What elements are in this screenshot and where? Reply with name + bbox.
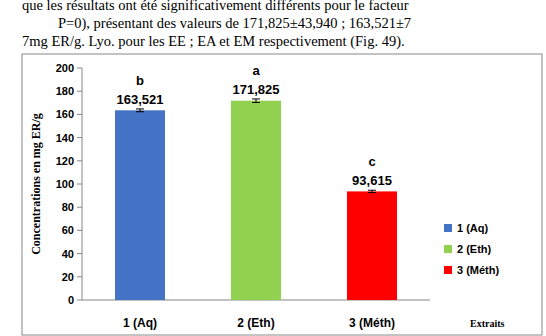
y-tick-label: 80 (62, 201, 74, 213)
x-tick-label: 3 (Méth) (349, 316, 395, 330)
y-tick (77, 68, 82, 69)
y-tick (77, 207, 82, 208)
error-bar (368, 190, 376, 192)
body-text: 7mg ER/g. Lyo. pour les EE ; EA et EM re… (22, 33, 405, 50)
bar (231, 101, 281, 300)
x-tick-label: 1 (Aq) (123, 316, 157, 330)
y-tick (77, 253, 82, 254)
y-tick (77, 300, 82, 301)
y-tick-label: 100 (56, 178, 74, 190)
body-text: P=0), présentant des valeurs de 171,825±… (58, 15, 411, 32)
legend-label: 3 (Méth) (457, 264, 500, 276)
legend-label: 1 (Aq) (457, 222, 489, 234)
data-label: 171,825 (233, 82, 280, 97)
significance-letter: b (136, 73, 144, 88)
y-tick-label: 0 (68, 294, 74, 306)
y-tick (77, 230, 82, 231)
legend-swatch (444, 245, 452, 253)
x-tick-label: 2 (Eth) (237, 316, 274, 330)
y-tick-label: 180 (56, 85, 74, 97)
y-tick-label: 120 (56, 155, 74, 167)
legend-swatch (444, 224, 452, 232)
y-tick (77, 137, 82, 138)
legend-label: 2 (Eth) (457, 243, 492, 255)
y-tick-label: 200 (56, 62, 74, 74)
y-tick-label: 140 (56, 132, 74, 144)
y-tick (77, 160, 82, 161)
error-bar (136, 109, 144, 112)
y-tick-label: 20 (62, 271, 74, 283)
y-tick (77, 91, 82, 92)
x-axis-title: Extraits (470, 318, 505, 329)
significance-letter: a (252, 63, 260, 78)
y-tick (77, 184, 82, 185)
y-tick (77, 114, 82, 115)
y-axis-title: Concentrations en mg ER/g (29, 113, 43, 255)
y-tick-label: 60 (62, 224, 74, 236)
bar (115, 110, 165, 300)
legend-swatch (444, 266, 452, 274)
significance-letter: c (368, 154, 375, 169)
bars (115, 99, 397, 300)
y-tick-label: 160 (56, 108, 74, 120)
bar (347, 191, 397, 300)
chart-frame (22, 54, 542, 335)
body-text: que les résultats ont été significativem… (22, 0, 409, 13)
y-tick (77, 276, 82, 277)
data-label: 93,615 (352, 173, 392, 188)
error-bar (252, 99, 260, 102)
data-label: 163,521 (117, 92, 164, 107)
y-tick-label: 40 (62, 248, 74, 260)
